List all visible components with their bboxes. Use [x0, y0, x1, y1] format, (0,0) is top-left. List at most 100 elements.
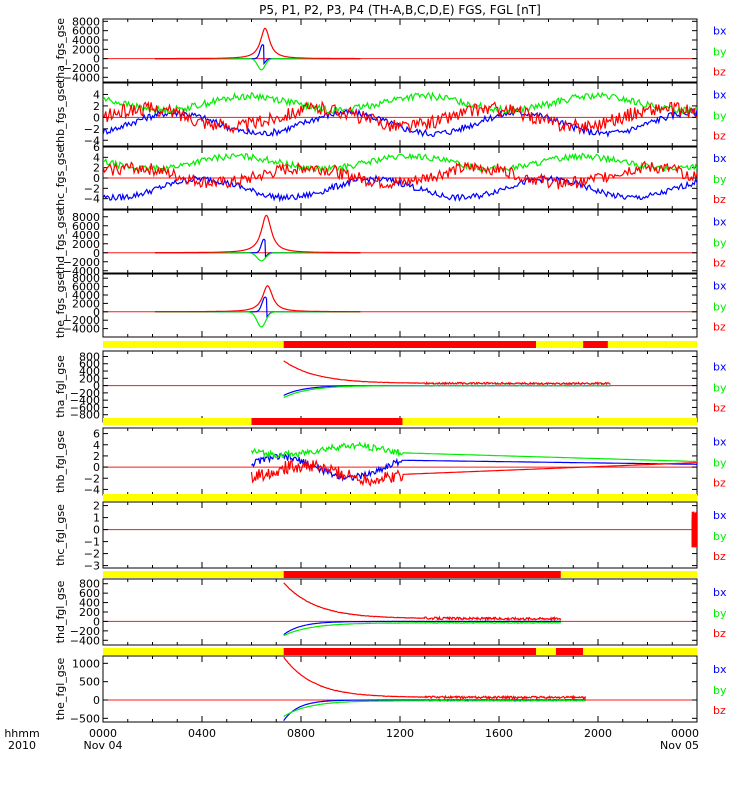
y-tick-label: 400 [79, 365, 100, 378]
legend-entry-bx: bx [713, 25, 727, 38]
legend-entry-by: by [713, 382, 727, 395]
y-tick-label: −400 [70, 394, 100, 407]
series-line-bz [155, 27, 361, 60]
status-bar-segment [251, 418, 403, 425]
status-bar-segment [536, 648, 556, 655]
series-line-bz [283, 582, 562, 622]
y-tick-label: 6000 [72, 281, 100, 294]
series-line-bz [103, 160, 697, 190]
legend-entry-by: by [713, 530, 727, 543]
time-axis-date-label: Nov 04 [84, 739, 123, 752]
y-tick-label: 4000 [72, 229, 100, 242]
panel-frame [102, 18, 698, 83]
time-axis-label: 0000 [671, 727, 699, 740]
y-tick-label: −4000 [63, 265, 100, 278]
y-tick-label: 4000 [72, 289, 100, 302]
legend-entry-by: by [713, 457, 727, 470]
y-axis-label: thd_fgs_gse [54, 209, 67, 275]
y-tick-label: 400 [79, 597, 100, 610]
legend-entry-bx: bx [713, 586, 727, 599]
y-tick-label: 500 [79, 676, 100, 689]
y-tick-label: −2000 [63, 62, 100, 75]
legend-entry-bx: bx [713, 216, 727, 229]
status-bar-segment [103, 341, 284, 348]
y-tick-label: 6000 [72, 25, 100, 38]
panel-frame [102, 209, 698, 274]
y-tick-label: −2 [84, 123, 100, 136]
y-tick-label: −200 [70, 387, 100, 400]
status-bar-segment [607, 341, 697, 348]
y-tick-label: 0 [93, 172, 100, 185]
series-line-bz [250, 458, 697, 487]
time-axis-label: hhmm [4, 727, 39, 740]
legend-entry-bz: bz [713, 193, 726, 206]
y-tick-label: 2000 [72, 297, 100, 310]
legend-entry-bz: bz [713, 130, 726, 143]
legend-entry-bz: bz [713, 627, 726, 640]
y-tick-label: 600 [79, 587, 100, 600]
series-line-bz [691, 511, 697, 548]
y-axis-label: thc_fgl_gse [54, 504, 67, 566]
panel-the_fgl_gse: −500 0 500 1000 the_fgl_gse bz by bx [54, 648, 727, 725]
legend-entry-bx: bx [713, 280, 727, 293]
y-tick-label: 0 [93, 461, 100, 474]
y-tick-label: 2 [93, 100, 100, 113]
y-axis-label: the_fgs_gse [54, 273, 67, 338]
legend-entry-by: by [713, 301, 727, 314]
status-bar-segment [555, 648, 584, 655]
legend-entry-bz: bz [713, 477, 726, 490]
y-tick-label: 2 [93, 500, 100, 513]
y-tick-label: −600 [70, 401, 100, 414]
y-tick-label: 4 [93, 439, 100, 452]
legend-entry-by: by [713, 684, 727, 697]
time-axis-label: 1600 [485, 727, 513, 740]
legend-entry-by: by [713, 237, 727, 250]
y-tick-label: −2000 [63, 314, 100, 327]
legend-entry-bz: bz [713, 402, 726, 415]
y-tick-label: 2000 [72, 43, 100, 56]
series-line-bx [283, 620, 562, 636]
y-tick-label: 4000 [72, 34, 100, 47]
y-tick-label: −2 [84, 182, 100, 195]
series-line-by [155, 58, 361, 71]
series-line-by [155, 252, 361, 262]
legend-entry-bx: bx [713, 509, 727, 522]
panel-frame [102, 578, 698, 646]
y-tick-label: −2000 [63, 256, 100, 269]
series-line-by [250, 441, 697, 463]
status-bar-segment [283, 571, 561, 578]
status-bar-segment [103, 418, 252, 425]
y-tick-label: −4 [84, 134, 100, 147]
status-bar-segment [583, 341, 608, 348]
chart-title: P5, P1, P2, P3, P4 (TH-A,B,C,D,E) FGS, F… [259, 3, 541, 17]
y-axis-label: thb_fgl_gse [54, 430, 67, 493]
y-tick-label: 2000 [72, 238, 100, 251]
legend-entry-bz: bz [713, 257, 726, 270]
y-tick-label: 1 [93, 512, 100, 525]
y-tick-label: −2 [84, 548, 100, 561]
panel-frame [102, 655, 698, 723]
legend-entry-bz: bz [713, 321, 726, 334]
y-tick-label: 6000 [72, 220, 100, 233]
series-line-bz [103, 100, 697, 136]
series-line-bz [283, 656, 587, 701]
series-line-bz [155, 214, 361, 254]
y-axis-label: thb_fgs_gse [54, 82, 67, 148]
y-tick-label: −3 [84, 560, 100, 573]
series-line-bx [155, 238, 361, 259]
status-bar-segment [283, 648, 537, 655]
series-line-bx [155, 296, 361, 319]
legend-entry-by: by [713, 173, 727, 186]
y-tick-label: 0 [93, 111, 100, 124]
y-tick-label: −1 [84, 536, 100, 549]
y-tick-label: 1000 [72, 657, 100, 670]
y-tick-label: −4000 [63, 71, 100, 84]
legend-entry-by: by [713, 607, 727, 620]
y-tick-label: 0 [93, 615, 100, 628]
